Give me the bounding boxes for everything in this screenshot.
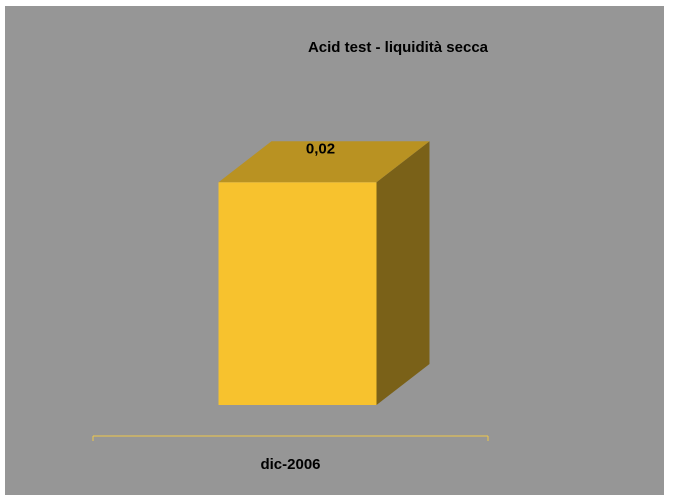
- bar: [218, 141, 430, 406]
- bars-layer: [218, 141, 430, 406]
- category-label: dic-2006: [260, 456, 320, 473]
- chart-title: Acid test - liquidità secca: [308, 39, 489, 56]
- bar-front-face: [218, 182, 377, 405]
- data-label: 0,02: [306, 140, 335, 157]
- bar-top-face: [218, 141, 430, 183]
- bar-side-face: [376, 141, 430, 406]
- labels-layer: 0,02 dic-2006: [260, 140, 335, 473]
